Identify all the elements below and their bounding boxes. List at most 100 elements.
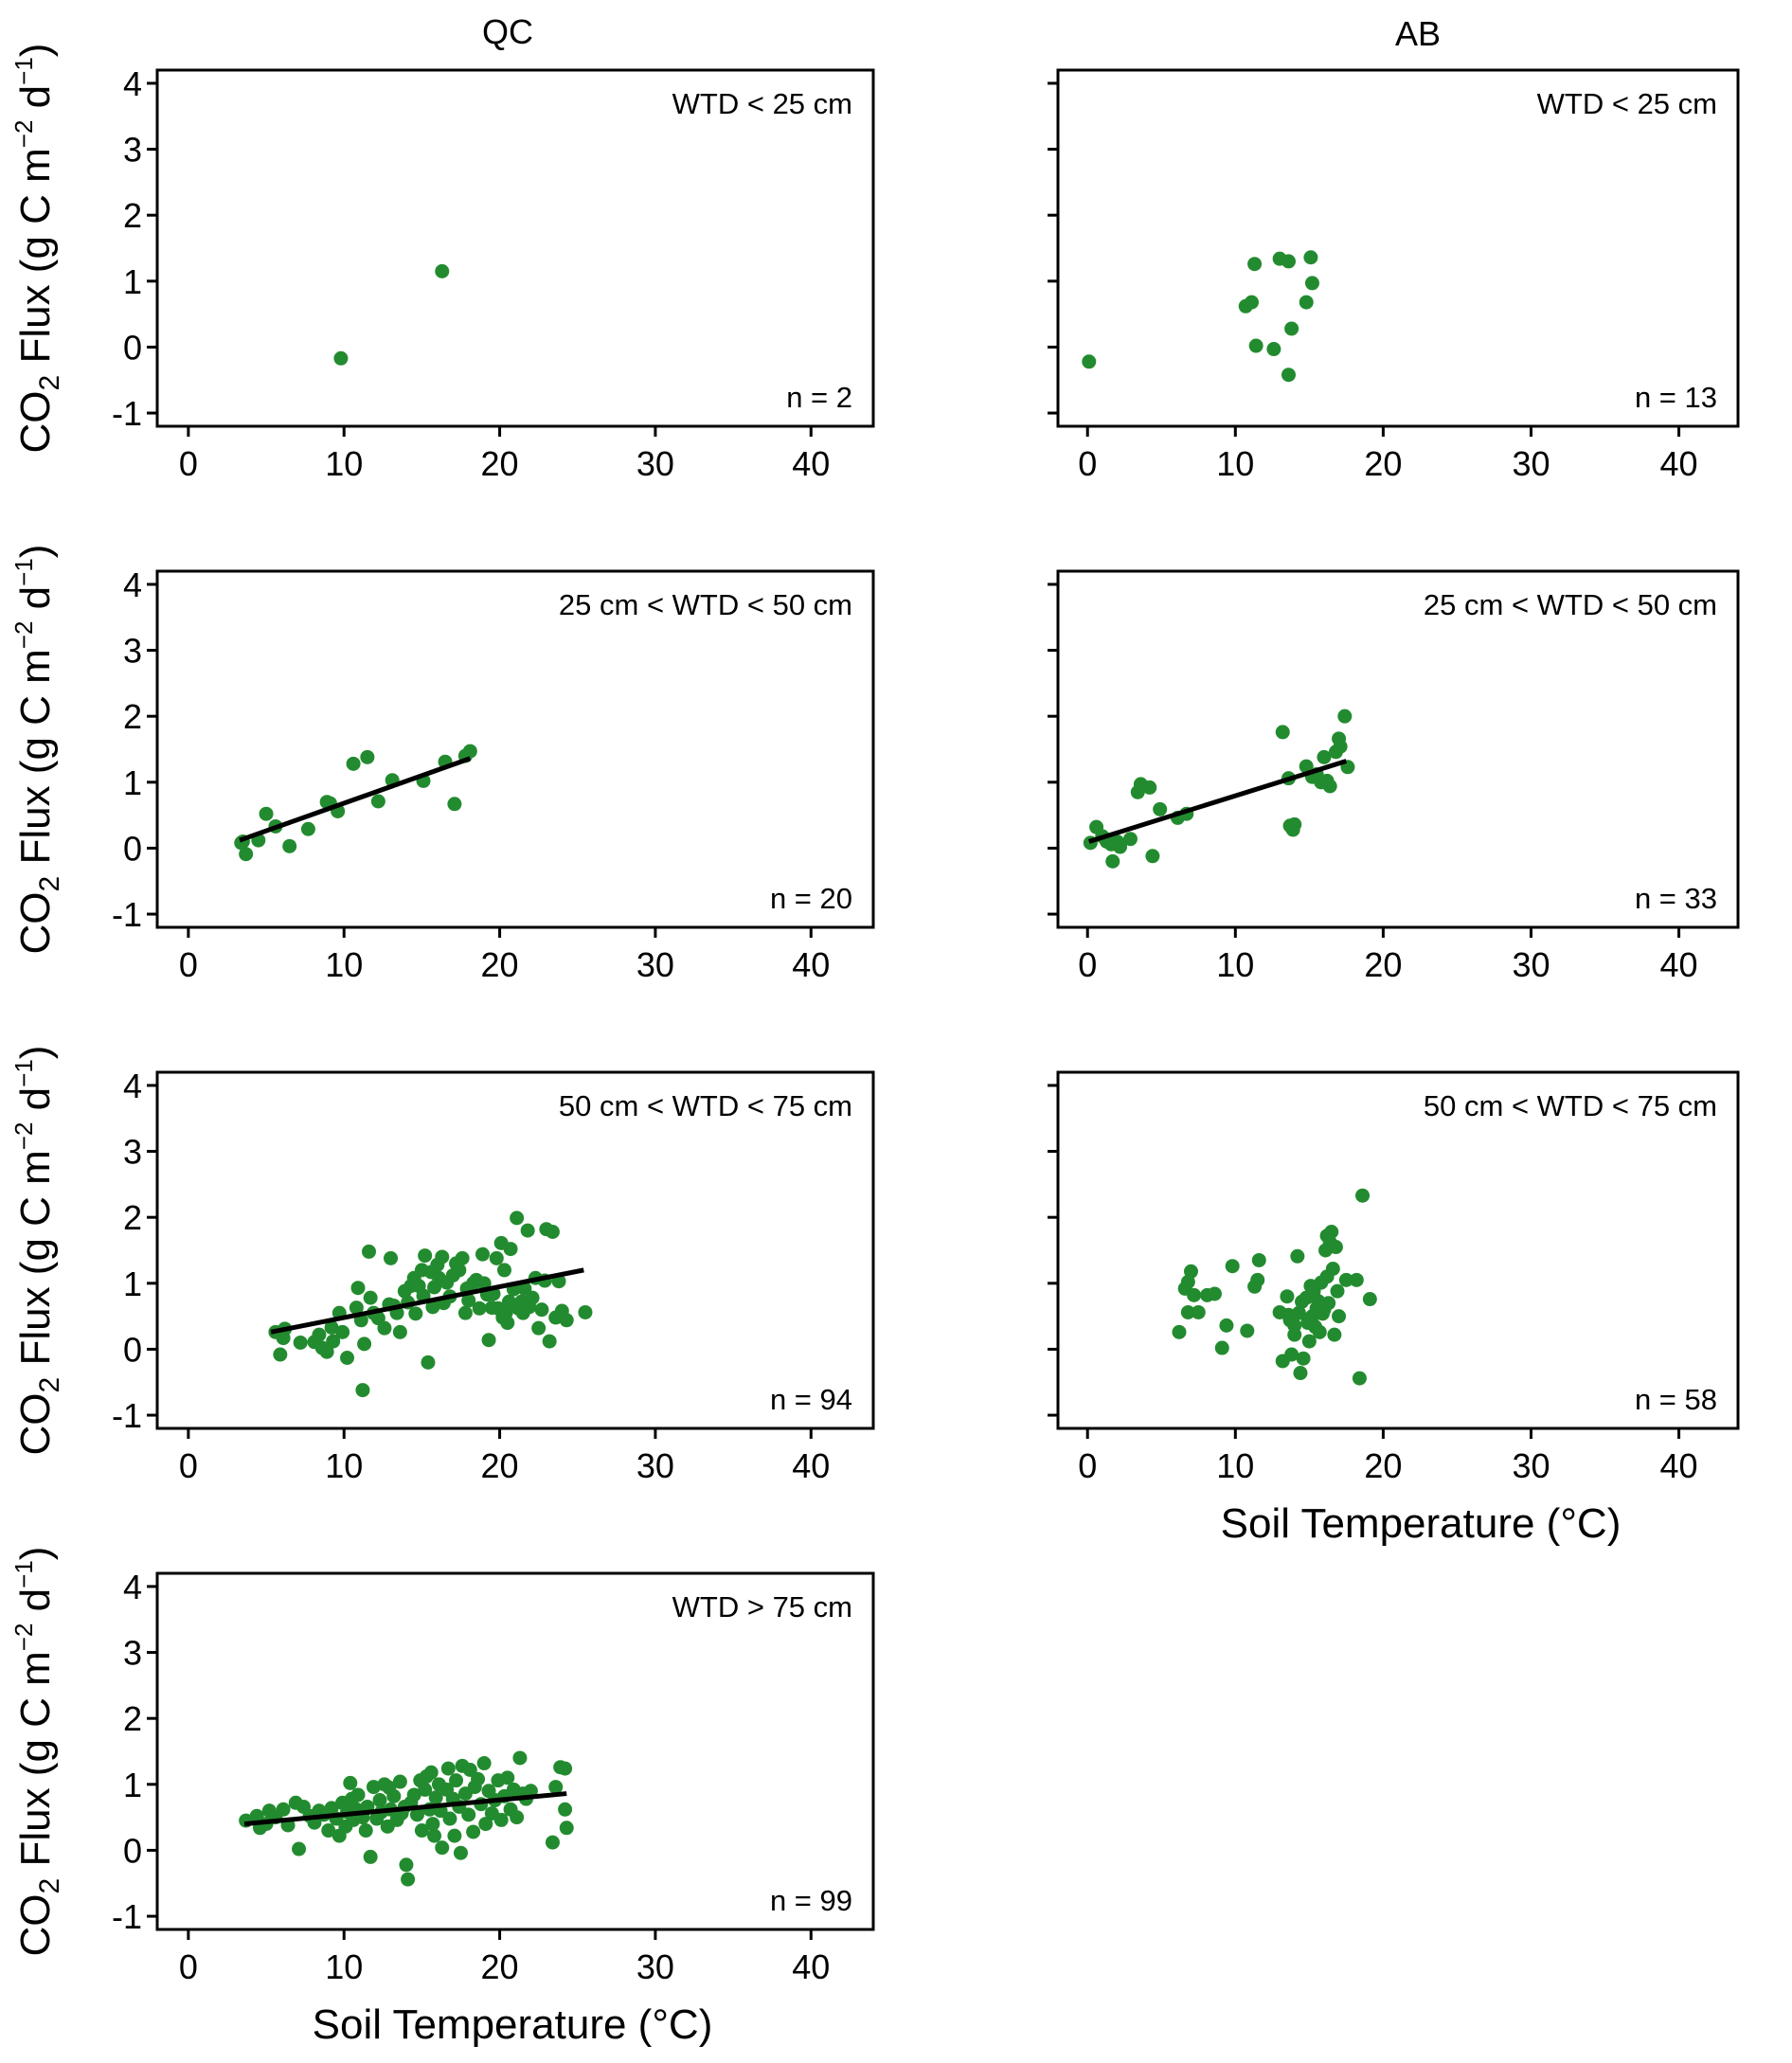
y-label-middle2: d — [12, 586, 59, 621]
data-point — [461, 1293, 476, 1308]
panel-2: 0 10 20 30 40 WTD < 25 cm n = 13 — [1048, 68, 1740, 483]
x-axis-label-ab: Soil Temperature (°C) — [1221, 1500, 1622, 1547]
data-point — [476, 1756, 492, 1771]
data-point — [1284, 1347, 1299, 1362]
x-tick-label: 20 — [1364, 444, 1402, 483]
data-point — [435, 263, 450, 278]
data-point — [1250, 1272, 1265, 1287]
data-point — [350, 1787, 366, 1803]
x-tick-label: 40 — [1660, 444, 1698, 483]
y-tick-label: 4 — [123, 1568, 142, 1606]
data-point — [545, 1835, 560, 1850]
data-point — [366, 1780, 381, 1795]
x-tick-label: 20 — [481, 1947, 519, 1986]
data-point — [293, 1335, 308, 1350]
data-point — [1247, 257, 1263, 272]
data-point — [457, 1305, 473, 1320]
data-point — [1338, 1272, 1353, 1287]
data-point — [1303, 1279, 1318, 1294]
data-point — [1319, 773, 1335, 788]
wtd-annotation: 25 cm < WTD < 50 cm — [559, 588, 852, 621]
data-point — [406, 1787, 421, 1803]
y-tick-label: 0 — [123, 1330, 142, 1369]
x-tick-label: 10 — [325, 945, 363, 984]
data-point — [259, 806, 274, 821]
y-label-suffix: ) — [12, 545, 59, 559]
data-point — [1303, 250, 1318, 265]
data-point — [1290, 1248, 1305, 1264]
y-label-sup2: −1 — [9, 558, 38, 586]
data-point — [418, 1782, 433, 1797]
x-tick-label: 30 — [1512, 945, 1550, 984]
y-label-suffix: ) — [12, 1547, 59, 1561]
data-point — [1240, 1323, 1255, 1338]
x-tick-label: 40 — [792, 444, 830, 483]
data-point — [449, 1773, 464, 1788]
data-point — [447, 1828, 462, 1843]
data-point — [500, 1770, 515, 1785]
y-label-middle2: d — [12, 1087, 59, 1122]
data-point — [1191, 1304, 1206, 1319]
y-tick-label: -1 — [112, 895, 142, 934]
data-point — [440, 1761, 456, 1776]
y-axis-label: CO2 Flux (g C m−2 d−1) — [9, 1046, 65, 1456]
x-tick-label: 0 — [179, 945, 198, 984]
data-point — [447, 797, 462, 812]
y-label-prefix: CO — [12, 1893, 59, 1956]
data-point — [478, 1817, 493, 1832]
y-tick-label: 0 — [123, 328, 142, 367]
data-point — [1244, 295, 1259, 310]
y-label-subscript: 2 — [34, 375, 65, 391]
x-tick-label: 0 — [179, 1947, 198, 1986]
data-point — [300, 821, 315, 836]
y-tick-label: -1 — [112, 1897, 142, 1936]
data-point — [362, 1244, 377, 1259]
data-point — [515, 1305, 530, 1320]
data-point — [466, 1824, 481, 1839]
data-point — [1321, 1296, 1336, 1311]
data-point — [1293, 1366, 1308, 1381]
data-point — [1291, 1305, 1306, 1320]
data-point — [1275, 725, 1290, 740]
data-point — [1304, 276, 1319, 291]
data-point — [423, 1765, 439, 1780]
data-point — [510, 1211, 525, 1226]
y-label-suffix: ) — [12, 44, 59, 58]
data-point — [1324, 1225, 1339, 1240]
x-tick-label: 0 — [1078, 1446, 1097, 1485]
panel-frame — [155, 569, 875, 929]
data-point — [292, 1841, 307, 1857]
x-tick-label: 30 — [636, 1446, 674, 1485]
y-label-sup1: −2 — [9, 621, 38, 650]
x-tick-label: 20 — [481, 945, 519, 984]
data-point — [392, 1324, 407, 1339]
y-label-prefix: CO — [12, 891, 59, 954]
x-tick-label: 40 — [792, 945, 830, 984]
y-label-middle2: d — [12, 85, 59, 120]
data-point — [335, 1324, 350, 1339]
data-point — [471, 1771, 486, 1786]
data-point — [493, 1812, 509, 1827]
panel-frame — [155, 1070, 875, 1430]
data-point — [1281, 368, 1296, 383]
regression-line — [1088, 759, 1348, 844]
data-point — [472, 1301, 487, 1316]
data-point — [357, 1336, 372, 1352]
panel-frame — [155, 1571, 875, 1931]
y-tick-label: 3 — [123, 131, 142, 170]
data-point — [401, 1872, 416, 1887]
data-point — [343, 1775, 358, 1790]
x-axis-label-qc: Soil Temperature (°C) — [313, 2001, 713, 2048]
data-point — [1187, 1287, 1202, 1302]
x-tick-label: 30 — [636, 945, 674, 984]
data-point — [578, 1304, 593, 1319]
data-point — [276, 1802, 291, 1817]
x-tick-label: 20 — [481, 444, 519, 483]
data-point — [1219, 1318, 1234, 1333]
data-point — [1172, 1324, 1187, 1339]
y-label-middle: Flux (g C m — [12, 1651, 59, 1878]
data-point — [409, 1807, 424, 1822]
